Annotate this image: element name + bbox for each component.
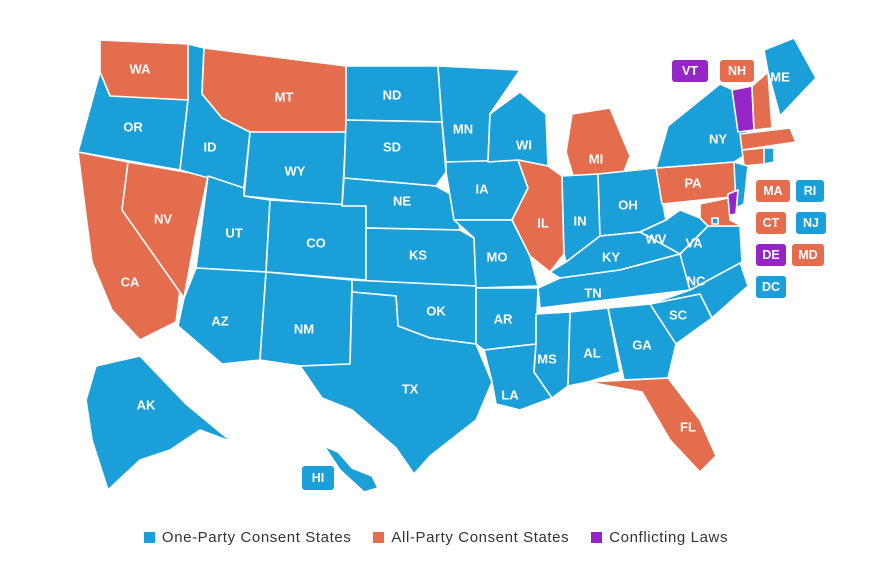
state-chip-box-nh [720, 60, 754, 82]
state-label-ak: AK [137, 397, 156, 412]
state-chip-label-dc: DC [762, 280, 780, 294]
state-chip-dc: DC [756, 276, 786, 298]
state-ga [607, 303, 677, 381]
state-label-pa: PA [684, 175, 702, 190]
state-label-va: VA [685, 235, 703, 250]
state-label-al: AL [583, 345, 600, 360]
state-label-ks: KS [409, 247, 427, 262]
state-label-sd: SD [383, 139, 401, 154]
state-hi [323, 445, 379, 493]
state-chip-ri: RI [796, 180, 824, 202]
state-chip-de: DE [756, 244, 786, 266]
state-chip-box-dc [756, 276, 786, 298]
state-label-mt: MT [275, 89, 294, 104]
state-label-ga: GA [632, 337, 652, 352]
state-label-sc: SC [669, 307, 688, 322]
state-label-in: IN [574, 213, 587, 228]
legend-label-all-party: All-Party Consent States [391, 529, 570, 546]
state-label-id: ID [204, 139, 217, 154]
state-chip-label-ma: MA [763, 184, 782, 198]
state-ri [763, 147, 775, 165]
state-tx [299, 291, 493, 475]
state-chip-label-md: MD [798, 248, 817, 262]
state-label-mi: MI [589, 151, 603, 166]
state-label-ia: IA [476, 181, 490, 196]
state-fl [587, 377, 717, 473]
state-label-la: LA [501, 387, 519, 402]
state-label-nv: NV [154, 211, 172, 226]
state-label-wi: WI [516, 137, 532, 152]
state-chip-box-hi [302, 466, 334, 490]
state-label-or: OR [123, 119, 143, 134]
state-label-nm: NM [294, 321, 314, 336]
state-chip-box-ri [796, 180, 824, 202]
state-chip-label-ri: RI [804, 184, 817, 198]
state-label-nd: ND [383, 87, 402, 102]
state-sd [343, 119, 447, 187]
state-label-me: ME [770, 69, 790, 84]
state-label-ca: CA [121, 274, 140, 289]
legend-swatch-all-party [373, 532, 385, 543]
legend-item-one-party: One-Party Consent States [143, 529, 352, 546]
state-chip-label-de: DE [762, 248, 779, 262]
legend-item-all-party: All-Party Consent States [373, 529, 569, 546]
legend-label-one-party: One-Party Consent States [161, 529, 352, 546]
state-ak [85, 355, 233, 491]
state-chip-md: MD [792, 244, 824, 266]
state-chip-box-nj [796, 212, 826, 234]
state-ct [741, 147, 765, 167]
state-chip-label-hi: HI [312, 471, 325, 485]
state-label-ne: NE [393, 193, 411, 208]
state-label-co: CO [306, 235, 326, 250]
state-md [699, 197, 743, 227]
state-label-wv: WV [646, 231, 667, 246]
state-label-ky: KY [602, 249, 620, 264]
state-chip-box-de [756, 244, 786, 266]
state-label-fl: FL [680, 419, 696, 434]
state-chip-ct: CT [756, 212, 786, 234]
state-chip-nj: NJ [796, 212, 826, 234]
state-chip-label-ct: CT [763, 216, 780, 230]
state-ma [739, 127, 797, 151]
state-label-nc: NC [687, 273, 706, 288]
state-chip-box-ma [756, 180, 790, 202]
legend-swatch-one-party [143, 532, 155, 543]
state-label-wy: WY [285, 163, 306, 178]
legend-swatch-conflicting [591, 532, 603, 543]
state-nh [751, 71, 773, 131]
state-chip-hi: HI [302, 466, 334, 490]
state-label-il: IL [537, 215, 549, 230]
state-label-mo: MO [487, 249, 508, 264]
state-chip-nh: NH [720, 60, 754, 82]
legend-item-conflicting: Conflicting Laws [591, 529, 728, 546]
state-al [567, 307, 621, 387]
state-chip-label-vt: VT [682, 64, 698, 78]
state-nm [259, 271, 353, 367]
state-label-mn: MN [453, 121, 473, 136]
state-chip-box-ct [756, 212, 786, 234]
state-label-oh: OH [618, 197, 638, 212]
state-label-ut: UT [225, 225, 242, 240]
state-label-ms: MS [537, 351, 557, 366]
state-chip-label-nh: NH [728, 64, 746, 78]
state-chip-box-md [792, 244, 824, 266]
map-legend: One-Party Consent States All-Party Conse… [0, 529, 872, 546]
state-label-tx: TX [402, 381, 419, 396]
us-map: WA OR CA NV ID MT WY UT AZ CO NM ND SD NE KS OK TX MN IA MO… [77, 37, 826, 493]
state-chip-vt: VT [672, 60, 708, 82]
state-me [763, 37, 817, 117]
legend-label-conflicting: Conflicting Laws [609, 529, 729, 546]
state-label-wa: WA [130, 61, 152, 76]
state-chip-ma: MA [756, 180, 790, 202]
state-label-tn: TN [584, 285, 601, 300]
state-chip-box-vt [672, 60, 708, 82]
state-label-ar: AR [494, 311, 513, 326]
state-dc [711, 217, 719, 225]
state-chip-label-nj: NJ [803, 216, 819, 230]
state-label-ny: NY [709, 131, 727, 146]
state-label-az: AZ [211, 313, 228, 328]
state-label-ok: OK [426, 303, 446, 318]
